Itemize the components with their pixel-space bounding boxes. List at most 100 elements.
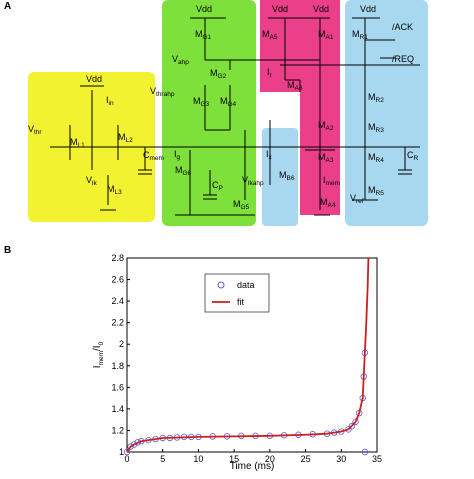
label-sub: A2 xyxy=(326,125,334,132)
circuit-label: MG4 xyxy=(220,96,237,108)
circuit-label: MR4 xyxy=(368,152,384,164)
ahp-block xyxy=(162,0,256,226)
panel-label: A xyxy=(4,1,11,12)
circuit-label: MB6 xyxy=(279,170,295,182)
data-point xyxy=(361,448,369,456)
label-base: M xyxy=(233,199,241,209)
label-sub: mem xyxy=(326,180,340,187)
fit-line xyxy=(126,257,370,453)
label-base: M xyxy=(70,137,78,147)
circuit-label: CR xyxy=(407,150,419,162)
label-sub: R1 xyxy=(360,34,369,41)
label-sub: R4 xyxy=(376,157,385,164)
label-sub: lk xyxy=(92,180,97,187)
label-base: M xyxy=(118,132,126,142)
label-base: C xyxy=(212,180,219,190)
label-sub: A4 xyxy=(328,202,336,209)
circuit-label: /REQ xyxy=(392,54,414,64)
circuit-label: Iin xyxy=(106,95,114,107)
data-point xyxy=(130,441,138,448)
label-base: C xyxy=(143,150,150,160)
y-tick-label: 2.4 xyxy=(111,296,124,306)
x-tick-label: 25 xyxy=(301,454,311,464)
label-sub: A5 xyxy=(270,34,278,41)
y-tick-label: 2 xyxy=(119,339,124,349)
circuit-label: Vlk xyxy=(86,175,97,187)
label-sub: G6 xyxy=(183,170,192,177)
circuit-label: Vahp xyxy=(172,54,189,66)
circuit-label: Vdd xyxy=(360,4,376,14)
circuit-label: /ACK xyxy=(392,22,413,32)
label-sub: L3 xyxy=(115,189,123,196)
circuit-label: MG5 xyxy=(233,199,250,211)
label-sub: A1 xyxy=(326,34,334,41)
circuit-label: Ir xyxy=(267,67,273,79)
label-sub: x xyxy=(269,154,273,161)
y-tick-label: 1 xyxy=(119,447,124,457)
circuit-label: MR1 xyxy=(352,29,368,41)
label-base: M xyxy=(320,197,328,207)
label-base: V xyxy=(350,193,356,203)
label-sub: L2 xyxy=(126,137,134,144)
x-tick-label: 5 xyxy=(160,454,165,464)
x-axis-label: Time (ms) xyxy=(230,461,275,472)
label-sub: G2 xyxy=(218,73,227,80)
label-sub: ahp xyxy=(178,59,189,66)
data-point xyxy=(348,422,356,430)
circuit-label: MR2 xyxy=(368,92,384,104)
label-base: I xyxy=(174,149,177,159)
label-base: M xyxy=(318,120,326,130)
circuit-label: Ix xyxy=(266,149,273,161)
circuit-label: Vdd xyxy=(86,74,102,84)
y-tick-label: 1.2 xyxy=(111,425,124,435)
x-tick-label: 35 xyxy=(372,454,382,464)
label-sub: r xyxy=(270,72,273,79)
label-base: Vdd xyxy=(272,4,288,14)
circuit-label: MG3 xyxy=(193,96,210,108)
circuit-label: Ig xyxy=(174,149,181,161)
label-base: /REQ xyxy=(392,54,414,64)
y-tick-label: 2.6 xyxy=(111,275,124,285)
circuit-label: MA3 xyxy=(318,152,334,164)
label-base: M xyxy=(279,170,287,180)
label-base: V xyxy=(86,175,92,185)
label-base: V xyxy=(172,54,178,64)
legend-box xyxy=(204,273,270,313)
label-base: I xyxy=(266,149,269,159)
y-label-part: 0 xyxy=(98,341,105,345)
label-sub: G3 xyxy=(201,101,210,108)
circuit-label: MR5 xyxy=(368,185,384,197)
label-sub: R xyxy=(414,155,419,162)
label-sub: G4 xyxy=(228,101,237,108)
label-base: Vdd xyxy=(313,4,329,14)
label-sub: A3 xyxy=(326,157,334,164)
data-point xyxy=(127,443,134,450)
label-base: I xyxy=(267,67,270,77)
legend-marker xyxy=(217,281,225,289)
reset-block xyxy=(262,128,298,226)
label-base: I xyxy=(106,95,109,105)
y-tick-label: 1.4 xyxy=(111,404,124,414)
circuit-label: Vdd xyxy=(313,4,329,14)
legend-label: data xyxy=(237,280,255,290)
y-tick-label: 1.6 xyxy=(111,382,124,392)
y-label-part: /I xyxy=(92,345,103,351)
circuit-label: ML3 xyxy=(107,184,122,196)
label-base: /ACK xyxy=(392,22,413,32)
label-base: M xyxy=(107,184,115,194)
circuit-label: MR3 xyxy=(368,122,384,134)
label-base: M xyxy=(368,92,376,102)
circuit-label: Vlkahp xyxy=(242,175,264,187)
label-sub: L1 xyxy=(78,142,86,149)
x-tick-label: 15 xyxy=(229,454,239,464)
label-sub: thrahp xyxy=(156,91,175,98)
label-sub: mem xyxy=(150,155,164,162)
label-base: Vdd xyxy=(86,74,102,84)
label-base: M xyxy=(193,96,201,106)
circuit-label: Vref xyxy=(350,193,364,205)
circuit-label: MG1 xyxy=(195,29,212,41)
label-sub: thr xyxy=(34,129,42,136)
plot-frame xyxy=(126,257,378,453)
label-base: M xyxy=(195,29,203,39)
circuit-label: Vdd xyxy=(196,4,212,14)
